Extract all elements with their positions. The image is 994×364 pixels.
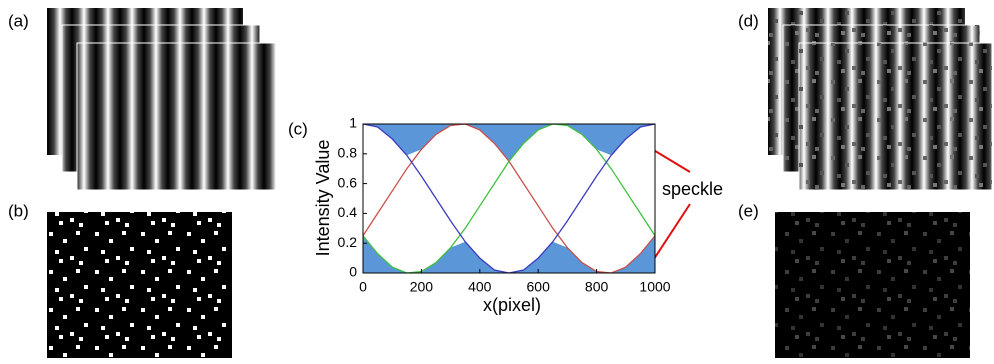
x-tick-label: 600: [527, 279, 551, 295]
x-tick-label: 400: [468, 279, 492, 295]
x-tick-label: 1000: [639, 279, 670, 295]
fringe-speckle-stack: [768, 8, 992, 190]
x-tick-label: 200: [410, 279, 434, 295]
dim-speckle-image: [775, 212, 970, 358]
fringe-stack: [47, 8, 276, 190]
y-tick-label: 0.4: [338, 204, 358, 220]
y-axis-label: Intensity Value: [313, 140, 333, 257]
x-tick-label: 0: [359, 279, 367, 295]
panel-label: (a): [8, 11, 29, 30]
figure: (a) (b) (c) (d) (e) x(pixel) Intensity V…: [0, 0, 994, 364]
annotation-arrow: [652, 204, 690, 262]
y-tick-label: 0.2: [338, 234, 358, 250]
speckle-image: [47, 212, 232, 358]
panel-label: (d): [738, 11, 759, 30]
y-tick-label: 0.6: [338, 174, 358, 190]
panel-label: (e): [738, 201, 759, 220]
x-axis-label: x(pixel): [483, 295, 541, 315]
x-tick-label: 800: [585, 279, 609, 295]
y-tick-label: 0: [349, 264, 357, 280]
panel-label: (b): [8, 201, 29, 220]
y-tick-label: 1: [349, 115, 357, 131]
annotation: speckle: [662, 179, 723, 199]
y-tick-label: 0.8: [338, 145, 358, 161]
panel-label: (c): [288, 119, 308, 138]
